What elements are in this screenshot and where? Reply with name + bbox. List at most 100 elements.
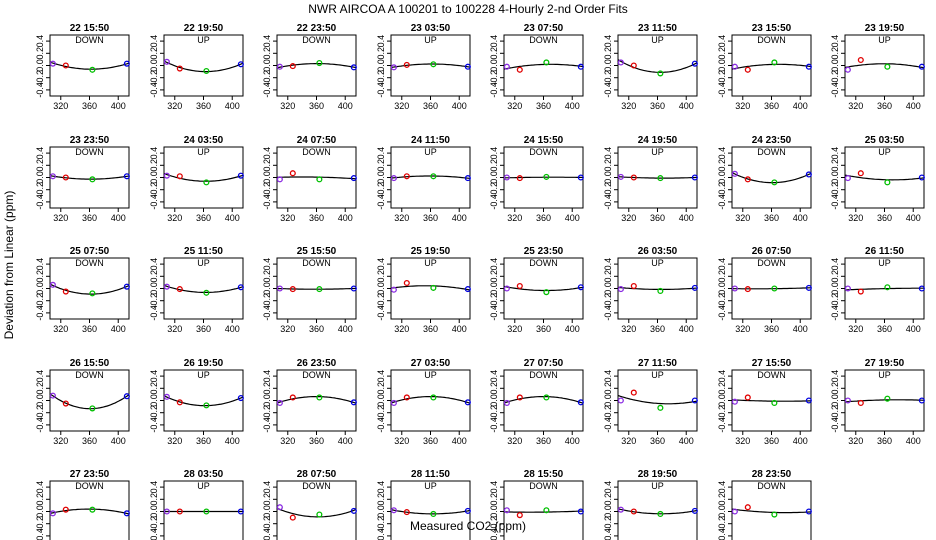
x-tick-label: 400 bbox=[225, 436, 240, 446]
y-tick-label: 0.0 bbox=[262, 59, 272, 72]
y-tick-label: 0.2 bbox=[489, 47, 499, 60]
data-point bbox=[49, 392, 56, 399]
y-tick-label: 0.2 bbox=[376, 382, 386, 395]
y-tick-label: 0.0 bbox=[603, 59, 613, 72]
data-point bbox=[123, 283, 130, 290]
y-tick-label: -0.2 bbox=[603, 182, 613, 198]
y-tick-label: 0.2 bbox=[830, 270, 840, 283]
panel-direction-label: UP bbox=[878, 370, 891, 380]
y-tick-label: -0.2 bbox=[830, 70, 840, 86]
y-tick-label: 0.0 bbox=[376, 394, 386, 407]
data-point bbox=[289, 514, 296, 521]
panel-direction-label: UP bbox=[424, 147, 437, 157]
y-tick-label: -0.4 bbox=[35, 305, 45, 321]
y-tick-label: -0.2 bbox=[376, 516, 386, 532]
y-tick-label: -0.2 bbox=[717, 516, 727, 532]
x-tick-label: 320 bbox=[848, 436, 863, 446]
y-tick-label: 0.2 bbox=[603, 270, 613, 283]
data-point bbox=[771, 399, 778, 406]
panel-direction-label: UP bbox=[878, 147, 891, 157]
data-point bbox=[744, 394, 751, 401]
data-point bbox=[691, 507, 698, 514]
y-tick-label: 0.4 bbox=[262, 481, 272, 494]
data-point bbox=[62, 62, 69, 69]
y-tick-label: -0.4 bbox=[376, 194, 386, 210]
x-tick-label: 360 bbox=[877, 213, 892, 223]
panel-time-label: 23 15:50 bbox=[752, 23, 792, 34]
y-tick-label: -0.2 bbox=[717, 70, 727, 86]
y-tick-label: 0.4 bbox=[149, 147, 159, 160]
y-tick-label: 0.2 bbox=[489, 270, 499, 283]
y-tick-label: -0.2 bbox=[376, 182, 386, 198]
y-tick-label: 0.2 bbox=[35, 159, 45, 172]
x-tick-label: 320 bbox=[280, 101, 295, 111]
data-point bbox=[350, 507, 357, 514]
y-tick-label: -0.2 bbox=[603, 405, 613, 421]
y-tick-label: -0.2 bbox=[489, 293, 499, 309]
data-point bbox=[744, 66, 751, 73]
data-point bbox=[617, 397, 624, 404]
data-point bbox=[176, 65, 183, 72]
data-point bbox=[577, 63, 584, 70]
y-tick-label: -0.2 bbox=[149, 516, 159, 532]
y-tick-label: -0.4 bbox=[603, 417, 613, 433]
x-tick-label: 360 bbox=[82, 436, 97, 446]
x-tick-label: 320 bbox=[735, 101, 750, 111]
data-point bbox=[844, 175, 851, 182]
y-tick-label: 0.0 bbox=[376, 171, 386, 184]
y-tick-label: -0.4 bbox=[717, 194, 727, 210]
panel-time-label: 27 11:50 bbox=[638, 358, 677, 369]
data-point bbox=[350, 285, 357, 292]
x-tick-label: 360 bbox=[423, 101, 438, 111]
data-point bbox=[657, 404, 664, 411]
data-point bbox=[390, 507, 397, 514]
y-tick-label: 0.4 bbox=[830, 258, 840, 271]
fit-curve bbox=[276, 63, 357, 69]
data-point bbox=[237, 61, 244, 68]
y-tick-label: 0.0 bbox=[489, 394, 499, 407]
panel-time-label: 28 03:50 bbox=[184, 469, 224, 480]
y-tick-label: 0.0 bbox=[376, 505, 386, 518]
fit-curve bbox=[277, 176, 357, 180]
y-tick-label: 0.2 bbox=[489, 493, 499, 506]
panel-direction-label: DOWN bbox=[302, 147, 331, 157]
data-point bbox=[918, 63, 925, 70]
data-point bbox=[731, 508, 738, 515]
panel-time-label: 22 15:50 bbox=[70, 23, 110, 34]
y-tick-label: 0.4 bbox=[149, 35, 159, 48]
data-point bbox=[289, 170, 296, 177]
y-tick-label: 0.0 bbox=[717, 282, 727, 295]
fit-curve bbox=[844, 287, 924, 291]
y-tick-label: -0.4 bbox=[489, 194, 499, 210]
data-point bbox=[543, 173, 550, 180]
data-point bbox=[857, 288, 864, 295]
y-tick-label: -0.4 bbox=[603, 528, 613, 540]
data-point bbox=[503, 63, 510, 70]
panel-direction-label: DOWN bbox=[529, 147, 558, 157]
y-tick-label: 0.2 bbox=[149, 159, 159, 172]
y-tick-label: 0.2 bbox=[603, 493, 613, 506]
data-point bbox=[543, 59, 550, 66]
x-tick-label: 360 bbox=[650, 436, 665, 446]
y-tick-label: -0.4 bbox=[262, 305, 272, 321]
y-tick-label: 0.0 bbox=[489, 171, 499, 184]
panel-direction-label: UP bbox=[878, 35, 891, 45]
x-tick-label: 320 bbox=[848, 213, 863, 223]
x-tick-label: 320 bbox=[848, 101, 863, 111]
y-tick-label: -0.4 bbox=[603, 194, 613, 210]
x-tick-label: 320 bbox=[735, 213, 750, 223]
panel-time-label: 22 19:50 bbox=[184, 23, 224, 34]
data-point bbox=[657, 287, 664, 294]
data-point bbox=[203, 289, 210, 296]
y-tick-label: 0.2 bbox=[149, 493, 159, 506]
x-tick-label: 400 bbox=[793, 436, 808, 446]
data-point bbox=[731, 285, 738, 292]
data-point bbox=[276, 285, 283, 292]
data-point bbox=[430, 510, 437, 517]
